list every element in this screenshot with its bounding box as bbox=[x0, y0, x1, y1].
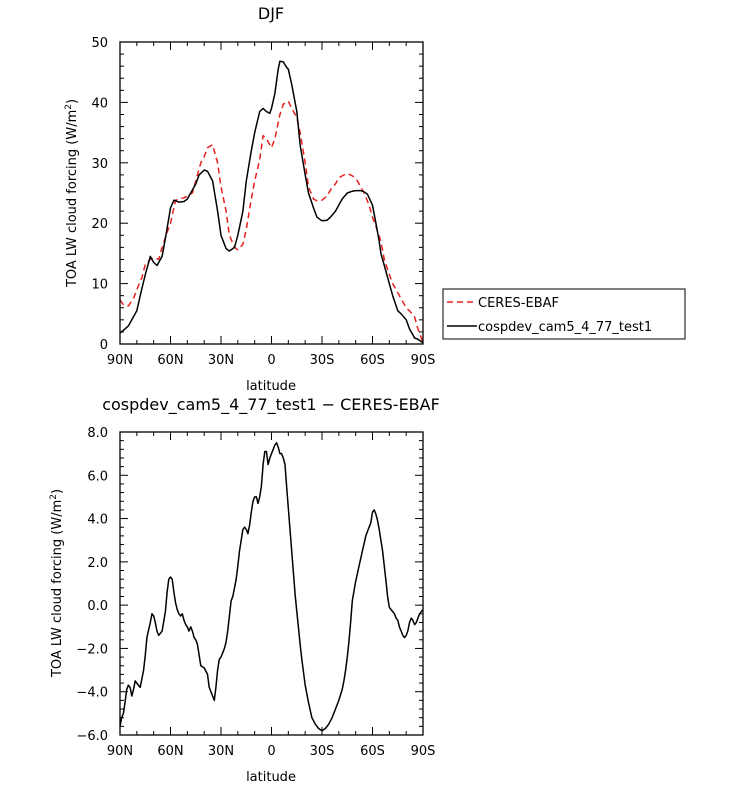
legend-box bbox=[442, 288, 686, 340]
legend-label-ceres-ebaf: CERES-EBAF bbox=[478, 296, 559, 311]
top-series-line-cospdev-cam5-4-77-test1 bbox=[119, 60, 424, 344]
legend-label-cospdev: cospdev_cam5_4_77_test1 bbox=[478, 320, 652, 335]
top-x-tick-label: 0 bbox=[267, 353, 275, 368]
top-x-tick-label: 30N bbox=[208, 353, 234, 368]
top-series-line-ceres-ebaf bbox=[119, 100, 424, 343]
bottom-y-axis-title-main: TOA LW cloud forcing (W/m bbox=[50, 500, 65, 678]
bottom-x-tick-label: 30S bbox=[310, 744, 335, 759]
bottom-y-axis-title-sup: 2 bbox=[49, 494, 59, 500]
bottom-y-tick-label: 6.0 bbox=[87, 469, 108, 484]
bottom-y-tick-label: 4.0 bbox=[87, 513, 108, 528]
bottom-series-line-difference bbox=[119, 442, 424, 732]
bottom-x-axis-title: latitude bbox=[246, 770, 296, 785]
top-tick-layer: 90N 60N 30N 0 30S 60S 90S 0 10 20 30 40 50 bbox=[91, 36, 435, 368]
top-series-layer bbox=[119, 60, 424, 344]
top-x-tick-label: 60S bbox=[360, 353, 385, 368]
bottom-y-tick-label: −6.0 bbox=[76, 729, 108, 744]
bottom-y-tick-label: 8.0 bbox=[87, 426, 108, 441]
top-chart-title: DJF bbox=[258, 4, 284, 23]
bottom-chart-title: cospdev_cam5_4_77_test1 − CERES-EBAF bbox=[102, 395, 440, 415]
top-y-axis-title-end: ) bbox=[65, 99, 80, 104]
bottom-plot-frame bbox=[119, 431, 424, 736]
bottom-x-tick-label: 90S bbox=[411, 744, 436, 759]
top-y-axis-title-main: TOA LW cloud forcing (W/m bbox=[65, 110, 80, 288]
bottom-x-tick-label: 30N bbox=[208, 744, 234, 759]
bottom-y-tick-label: −2.0 bbox=[76, 642, 108, 657]
top-x-axis-title: latitude bbox=[246, 379, 296, 394]
bottom-series-layer bbox=[119, 442, 424, 732]
top-y-axis-title-sup: 2 bbox=[64, 104, 74, 110]
top-y-tick-label: 30 bbox=[91, 157, 108, 172]
bottom-y-tick-label: −4.0 bbox=[76, 686, 108, 701]
top-x-tick-label: 90N bbox=[107, 353, 133, 368]
bottom-x-tick-label: 90N bbox=[107, 744, 133, 759]
bottom-y-tick-label: 0.0 bbox=[87, 599, 108, 614]
top-x-tick-label: 90S bbox=[411, 353, 436, 368]
top-plot-frame bbox=[119, 41, 424, 345]
top-y-tick-label: 10 bbox=[91, 278, 108, 293]
top-x-tick-label: 30S bbox=[310, 353, 335, 368]
bottom-x-tick-label: 60N bbox=[157, 744, 183, 759]
bottom-y-tick-label: 2.0 bbox=[87, 556, 108, 571]
top-y-tick-label: 0 bbox=[100, 338, 108, 353]
top-y-tick-label: 50 bbox=[91, 36, 108, 51]
top-y-tick-label: 40 bbox=[91, 96, 108, 111]
legend: CERES-EBAF cospdev_cam5_4_77_test1 bbox=[442, 288, 686, 340]
bottom-y-axis-title: TOA LW cloud forcing (W/m2) bbox=[49, 489, 65, 678]
bottom-x-tick-label: 0 bbox=[267, 744, 275, 759]
top-y-axis-title: TOA LW cloud forcing (W/m2) bbox=[64, 99, 80, 288]
bottom-x-tick-label: 60S bbox=[360, 744, 385, 759]
top-panel: DJF 90N 60N 30N 0 30S 60S 90S 0 10 20 30 40 50 latit… bbox=[64, 4, 686, 394]
bottom-y-axis-title-end: ) bbox=[50, 489, 65, 494]
top-x-tick-label: 60N bbox=[157, 353, 183, 368]
bottom-panel: cospdev_cam5_4_77_test1 − CERES-EBAF 90N… bbox=[49, 395, 440, 785]
top-y-tick-label: 20 bbox=[91, 217, 108, 232]
bottom-tick-layer: 90N 60N 30N 0 30S 60S 90S −6.0 −4.0 −2.0 0.0 2.0 4.0… bbox=[76, 426, 435, 759]
